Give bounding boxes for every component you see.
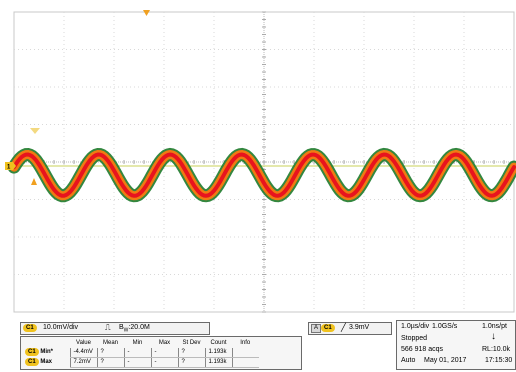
- acquisition-status-panel[interactable]: 1.0µs/div 1.0GS/s 1.0ns/pt Stopped ↓ 566…: [396, 320, 516, 370]
- trigger-mode: Auto: [401, 357, 416, 364]
- col-mean: Mean: [102, 340, 118, 346]
- channel1-ground-marker-icon[interactable]: [5, 162, 16, 170]
- trace-persistence-core: [12, 152, 516, 198]
- stopped-arrow-icon: ↓: [491, 331, 496, 342]
- measurement-info: [231, 348, 259, 358]
- measurement-value: -4.4mV: [69, 348, 97, 358]
- graticule-background: [0, 0, 516, 316]
- measurement-header-row: Value Mean Min Max St Dev Count Info: [22, 339, 259, 348]
- measurement-channel-tag: C1: [25, 358, 39, 366]
- measurement-max: -: [150, 348, 178, 358]
- channel1-descriptor-box[interactable]: C1 10.0mV/div ⎍ BW:20.0M: [20, 322, 210, 335]
- measurement-min: -: [123, 357, 151, 368]
- col-max: Max: [158, 340, 171, 346]
- record-length: RL:10.0k: [482, 346, 511, 353]
- measurement-table: Value Mean Min Max St Dev Count Info C1 …: [22, 339, 259, 368]
- channel1-tag: C1: [23, 324, 37, 332]
- vertical-scale-value: 10.0mV/div: [43, 324, 79, 331]
- measurement-row[interactable]: C1 Max 7.2mV ? - - ? 1.193k: [22, 357, 259, 368]
- col-stdev: St Dev: [182, 340, 201, 346]
- timebase-value: 1.0µs/div: [401, 323, 430, 330]
- point-interval-value: 1.0ns/pt: [482, 323, 507, 330]
- measurement-stdev: ?: [177, 348, 205, 358]
- measurement-max: -: [150, 357, 178, 368]
- acquisition-count: 566 918 acqs: [401, 346, 444, 353]
- measurement-value: 7.2mV: [69, 357, 97, 368]
- sample-rate-value: 1.0GS/s: [432, 323, 458, 330]
- trigger-level-value: 3.9mV: [349, 324, 370, 331]
- measurement-row[interactable]: C1 Min* -4.4mV ? - - ? 1.193k: [22, 348, 259, 358]
- measurement-name: Max: [40, 359, 53, 365]
- trigger-level-marker-icon[interactable]: [31, 178, 37, 185]
- col-value: Value: [76, 340, 91, 346]
- trigger-channel-tag: C1: [321, 324, 335, 332]
- measurement-mean: ?: [96, 348, 124, 358]
- measurement-mean: ?: [96, 357, 124, 368]
- col-count: Count: [210, 340, 227, 346]
- col-min: Min: [132, 340, 143, 346]
- trigger-position-marker-icon[interactable]: [143, 10, 150, 16]
- measurement-channel-tag: C1: [25, 348, 39, 357]
- trigger-descriptor-box[interactable]: A C1 ╱ 3.9mV: [308, 322, 392, 335]
- time-value: 17:15:30: [485, 357, 513, 364]
- measurement-info: [231, 357, 259, 368]
- waveform-display[interactable]: 1: [0, 0, 516, 316]
- col-info: Info: [240, 340, 251, 346]
- channel1-marker-label: 1: [7, 165, 11, 171]
- measurement-count: 1.193k: [204, 357, 232, 368]
- run-state: Stopped: [401, 335, 428, 342]
- trigger-a-tag: A: [311, 324, 322, 333]
- rising-edge-icon: ╱: [341, 323, 346, 332]
- date-value: May 01, 2017: [424, 357, 467, 364]
- measurement-min: -: [123, 348, 151, 358]
- bandwidth-limit: BW:20.0M: [119, 324, 150, 334]
- measurement-stdev: ?: [177, 357, 205, 368]
- coupling-icon: ⎍: [105, 323, 111, 332]
- measurement-name: Min*: [40, 349, 54, 356]
- measurement-count: 1.193k: [204, 348, 232, 358]
- reference-marker-icon: [30, 128, 40, 134]
- channel1-trace: [7, 147, 516, 203]
